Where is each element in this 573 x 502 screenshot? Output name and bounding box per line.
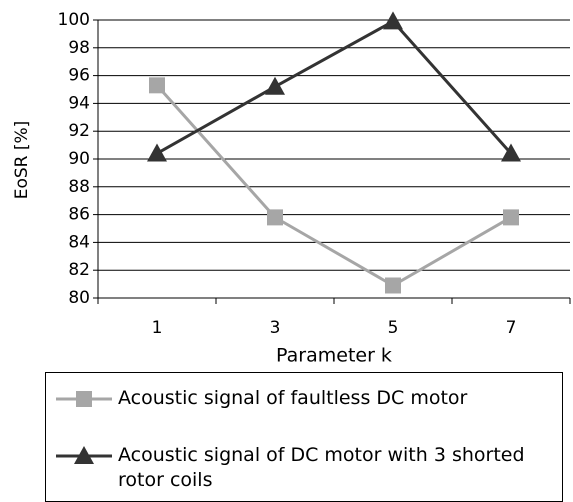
marker xyxy=(503,209,519,226)
series-line xyxy=(156,19,513,155)
y-tick-label: 96 xyxy=(68,66,90,86)
y-tick-label: 80 xyxy=(68,288,90,308)
y-axis-label: EoSR [%] xyxy=(12,121,32,200)
marker xyxy=(501,143,521,162)
y-tick-label: 82 xyxy=(68,260,90,280)
x-axis-label: Parameter k xyxy=(276,345,392,367)
marker xyxy=(76,391,92,407)
page: {"chart_data": {"type": "line", "categor… xyxy=(12,10,571,502)
marker xyxy=(147,143,167,162)
legend: Acoustic signal of faultless DC motor Aco… xyxy=(45,372,563,502)
legend-entry: Acoustic signal of DC motor with 3 short… xyxy=(46,443,564,493)
y-tick-label: 86 xyxy=(68,205,90,225)
marker xyxy=(74,446,94,464)
series-line xyxy=(155,84,512,288)
x-tick-label: 3 xyxy=(270,318,281,338)
x-tick-label: 7 xyxy=(506,318,517,338)
y-tick-label: 94 xyxy=(68,93,90,113)
y-tick-label: 84 xyxy=(68,232,90,252)
marker xyxy=(265,76,285,95)
chart: EoSR [%] Parameter k 80 82 84 86 88 90 92 94 96 9… xyxy=(12,10,571,367)
y-tick-label: 90 xyxy=(68,149,90,169)
y-tick-label: 98 xyxy=(68,38,90,58)
y-tick-label: 88 xyxy=(68,177,90,197)
legend-label: Acoustic signal of faultless DC motor xyxy=(118,387,468,409)
legend-entry: Acoustic signal of faultless DC motor xyxy=(46,386,564,436)
legend-swatch xyxy=(56,391,112,407)
y-tick-label: 92 xyxy=(68,121,90,141)
marker xyxy=(267,209,283,226)
x-tick-label: 1 xyxy=(152,318,163,338)
marker xyxy=(383,11,403,30)
marker xyxy=(385,277,401,294)
y-tick-label: 100 xyxy=(58,10,90,30)
marker xyxy=(149,77,165,94)
x-tick-label: 5 xyxy=(388,318,399,338)
legend-label: Acoustic signal of DC motor with 3 short… xyxy=(118,444,525,491)
legend-swatch xyxy=(56,446,112,464)
